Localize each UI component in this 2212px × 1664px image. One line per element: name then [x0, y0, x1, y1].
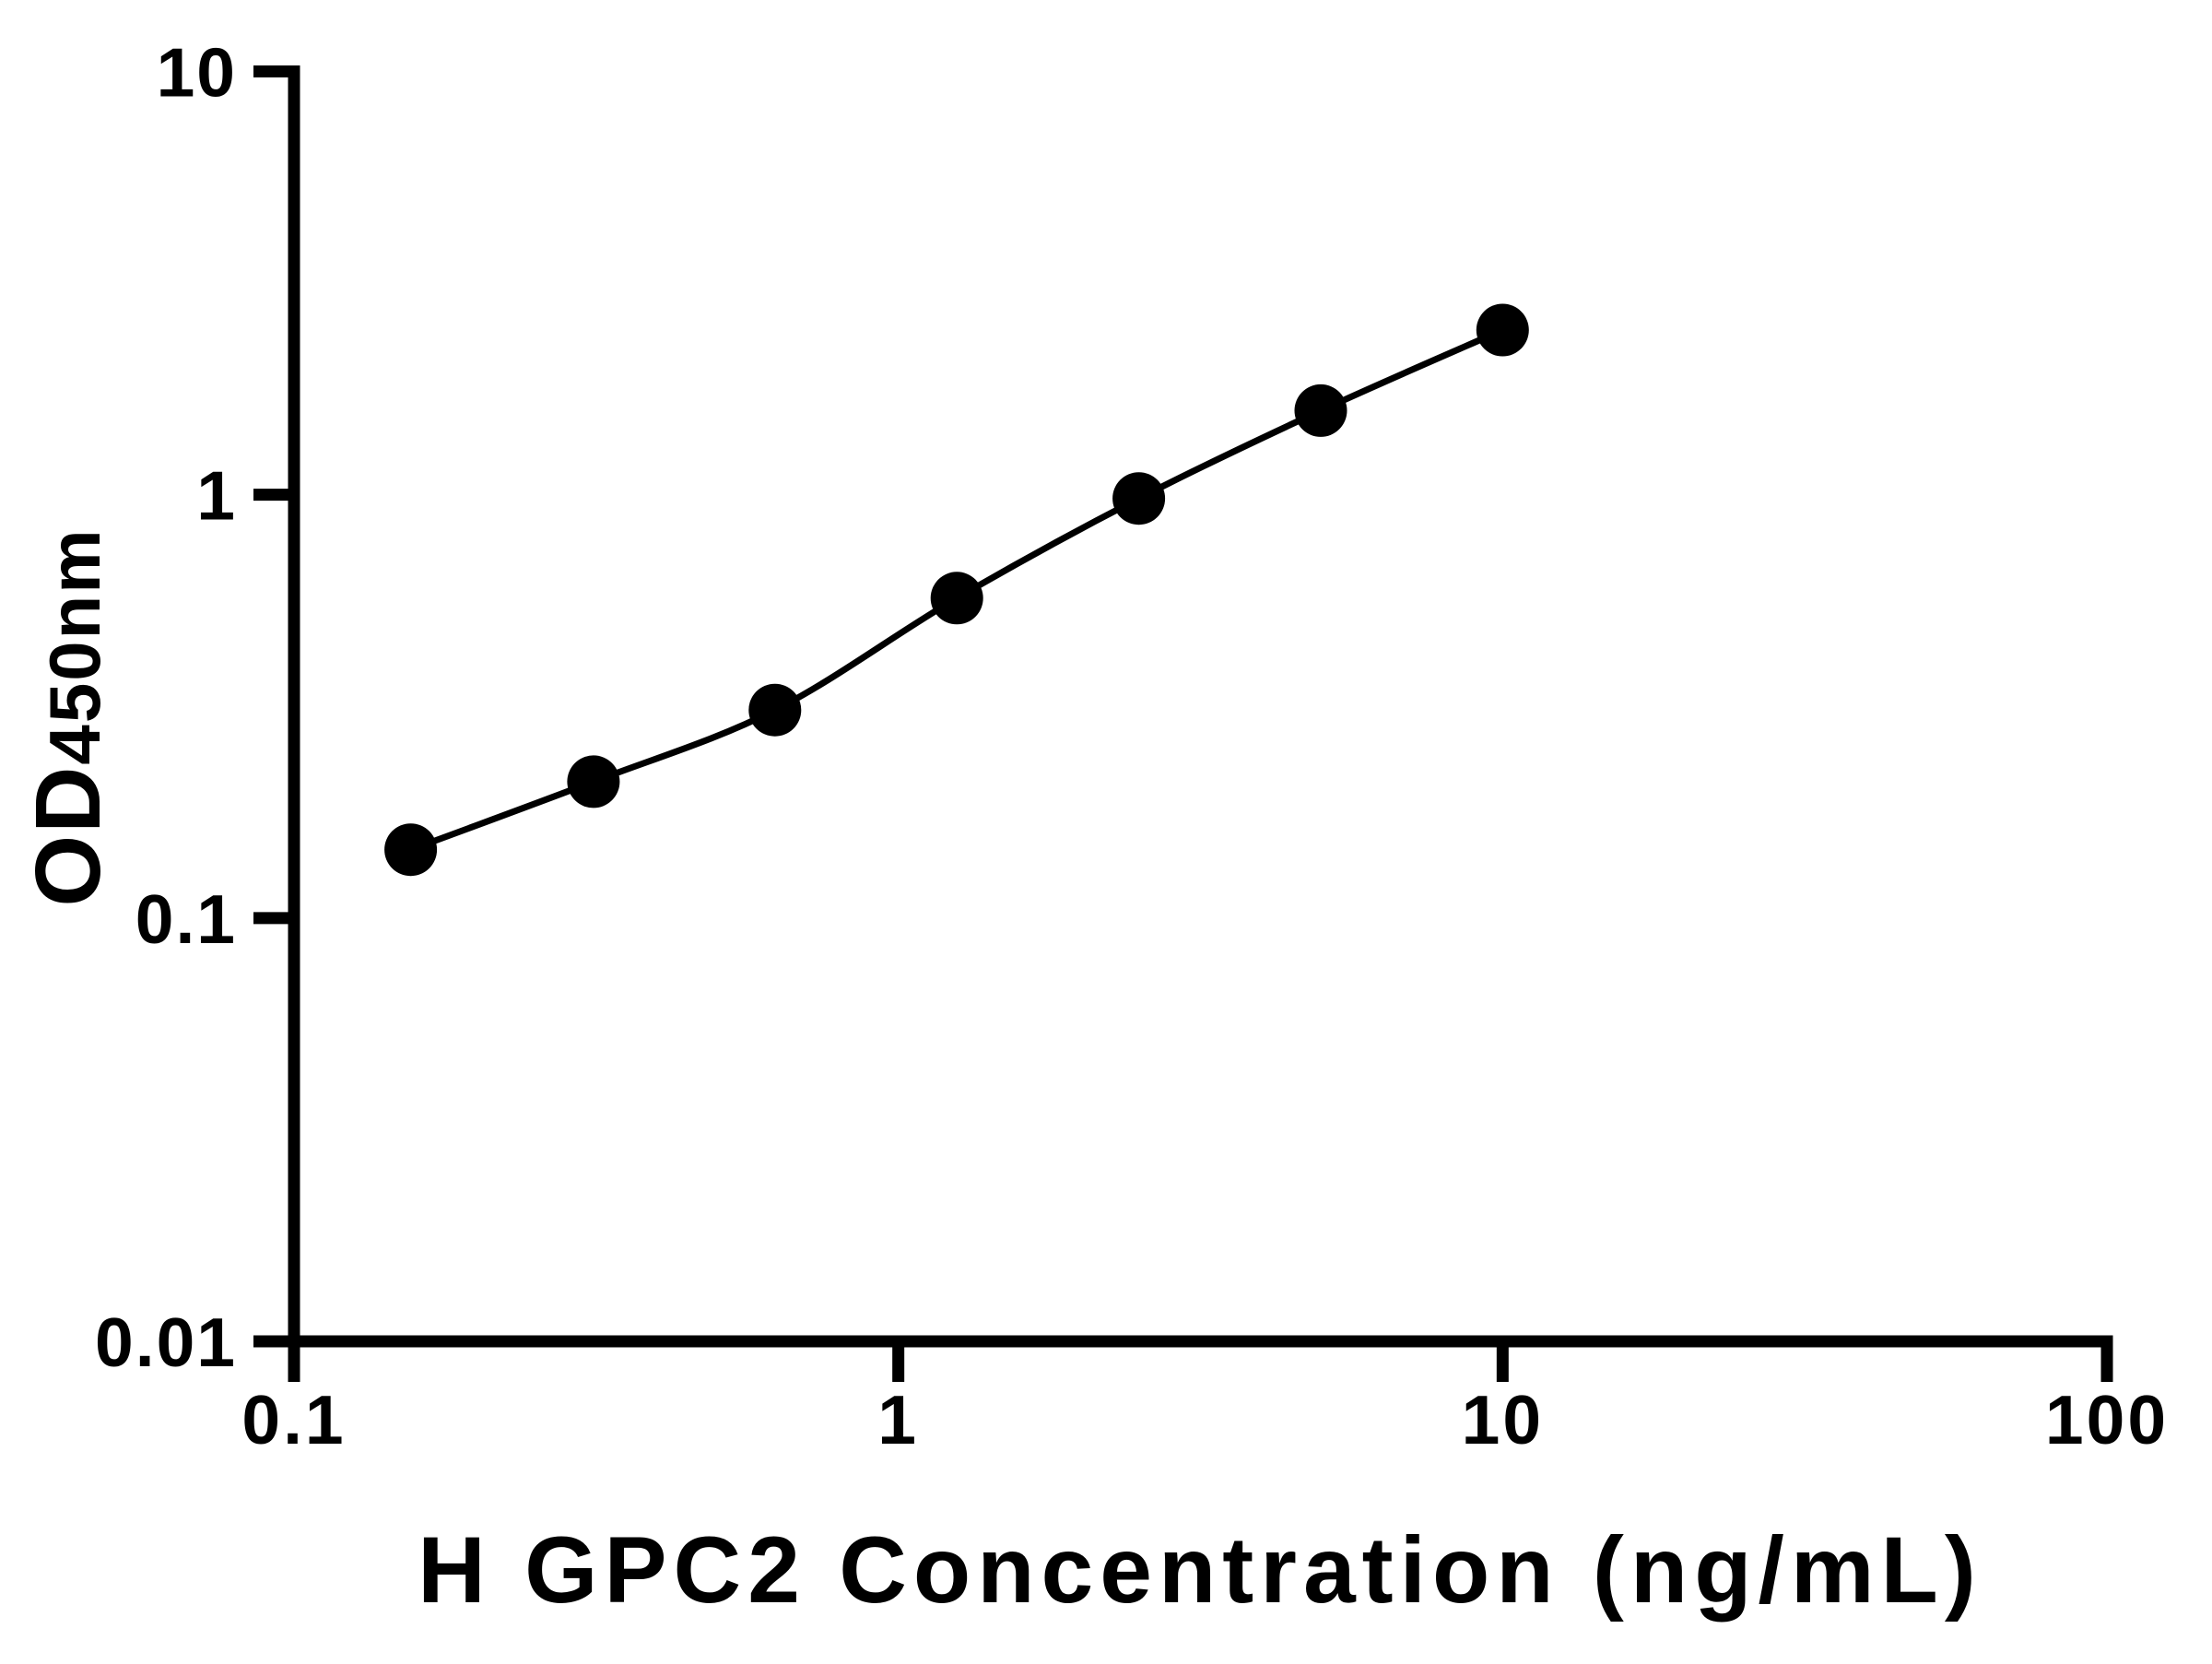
- y-tick-label: 1: [196, 457, 237, 535]
- data-point-marker: [1294, 384, 1347, 437]
- y-tick-label: 0.01: [95, 1304, 237, 1381]
- y-axis-title: OD450nm: [17, 527, 120, 906]
- y-tick-label: 10: [157, 34, 237, 112]
- x-tick-label: 10: [1462, 1381, 1544, 1458]
- data-point-marker: [567, 755, 620, 808]
- data-point-marker: [1476, 303, 1529, 357]
- x-axis-title: H GPC2 Concentration (ng/mL): [418, 1517, 1983, 1623]
- y-tick-label: 0.1: [135, 880, 237, 958]
- data-point-marker: [384, 823, 438, 877]
- y-axis-title-main: OD: [17, 765, 120, 907]
- y-axis: 0.01 0.1 1 10: [95, 34, 300, 1381]
- y-axis-title-sub: 450nm: [34, 527, 115, 764]
- x-tick-label: 0.1: [241, 1381, 346, 1458]
- x-tick-label: 1: [877, 1381, 919, 1458]
- data-points: [384, 303, 1529, 877]
- data-point-marker: [748, 683, 802, 737]
- x-tick-label: 100: [2045, 1381, 2169, 1458]
- data-point-marker: [930, 572, 983, 625]
- data-point-marker: [1112, 472, 1166, 525]
- x-axis: 0.1 1 10 100: [241, 1335, 2169, 1458]
